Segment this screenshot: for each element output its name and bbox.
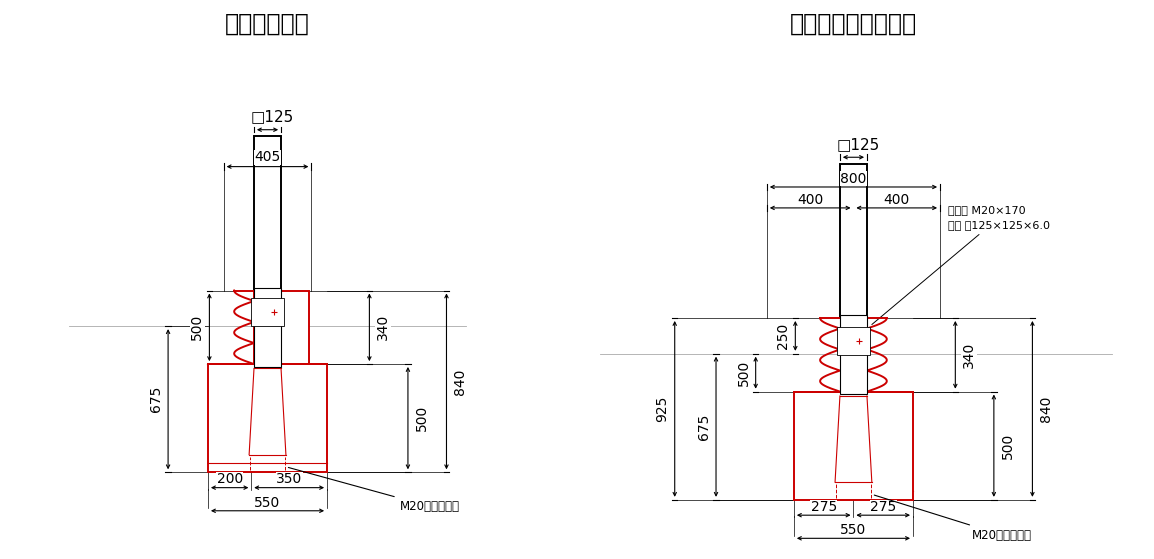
Text: □125: □125 <box>837 137 879 152</box>
Text: 275: 275 <box>870 500 897 514</box>
Text: 675: 675 <box>697 414 711 440</box>
Text: 【路側仕様】: 【路側仕様】 <box>225 11 310 35</box>
Bar <box>840 315 867 394</box>
Text: 800: 800 <box>840 172 867 186</box>
Text: □125: □125 <box>250 110 293 125</box>
Text: M20インサート: M20インサート <box>875 495 1032 542</box>
Bar <box>840 164 867 318</box>
Text: 550: 550 <box>254 495 280 509</box>
Text: 840: 840 <box>1040 396 1054 422</box>
Text: 350: 350 <box>276 472 302 486</box>
Text: 340: 340 <box>376 314 390 340</box>
Text: 550: 550 <box>840 523 867 537</box>
Text: M20インサート: M20インサート <box>288 467 459 513</box>
Bar <box>837 327 870 355</box>
Text: 500: 500 <box>736 359 750 386</box>
Text: 275: 275 <box>810 500 837 514</box>
Text: ボルト M20×170
支柱 口125×125×6.0: ボルト M20×170 支柱 口125×125×6.0 <box>871 205 1050 325</box>
Text: 200: 200 <box>217 472 242 486</box>
Text: 925: 925 <box>655 396 669 422</box>
Bar <box>252 298 284 326</box>
Text: 500: 500 <box>1001 433 1014 459</box>
Text: 【中央分離帯仕様】: 【中央分離帯仕様】 <box>789 11 917 35</box>
Bar <box>794 392 913 500</box>
Bar <box>254 136 282 291</box>
Text: 340: 340 <box>962 342 976 368</box>
Text: 405: 405 <box>254 150 280 164</box>
Text: 400: 400 <box>797 193 823 207</box>
Text: 500: 500 <box>190 314 204 340</box>
Bar <box>254 291 308 364</box>
Text: 400: 400 <box>884 193 909 207</box>
Text: 500: 500 <box>414 405 428 432</box>
Text: 675: 675 <box>149 386 163 413</box>
Text: 840: 840 <box>454 368 467 395</box>
Bar <box>254 288 282 367</box>
Text: 250: 250 <box>777 323 790 349</box>
Bar <box>208 364 327 472</box>
